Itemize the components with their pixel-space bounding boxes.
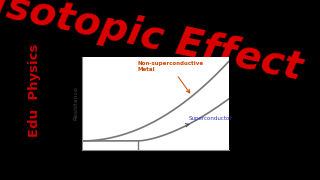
- Text: Isotopic Effect: Isotopic Effect: [0, 0, 306, 88]
- Text: Zero resistivity: Zero resistivity: [99, 153, 156, 162]
- Text: Perfect diamagnetism: Perfect diamagnetism: [99, 166, 183, 175]
- Text: Edu  Physics: Edu Physics: [28, 43, 41, 137]
- Text: Non-superconductive
Metal: Non-superconductive Metal: [138, 61, 204, 93]
- Y-axis label: Resistance: Resistance: [74, 87, 79, 120]
- Text: Superconductor: Superconductor: [185, 116, 233, 127]
